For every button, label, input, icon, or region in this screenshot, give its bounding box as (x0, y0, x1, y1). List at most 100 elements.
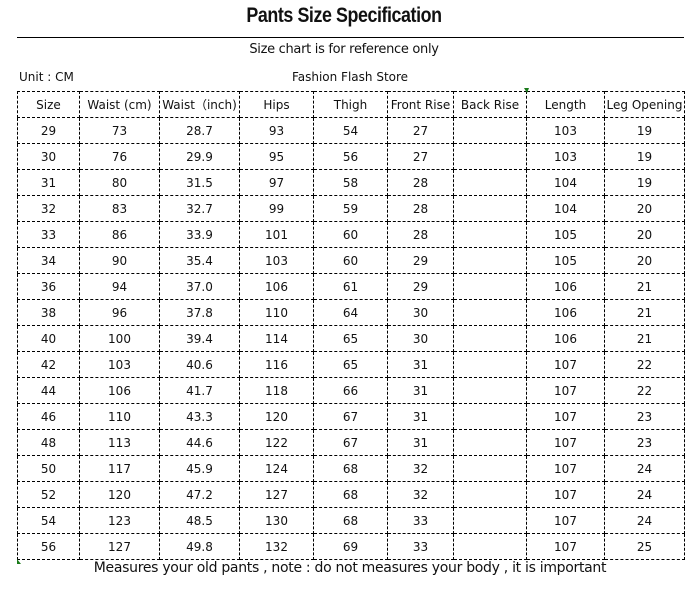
table-cell: 25 (604, 533, 685, 560)
table-cell: 36 (17, 273, 80, 300)
table-cell: 132 (239, 533, 314, 560)
table-cell (453, 117, 527, 144)
table-cell (453, 273, 527, 300)
table-cell (453, 351, 527, 378)
table-row: 36 94 37.0 106 61 29 106 21 (17, 273, 685, 300)
table-cell: 120 (79, 481, 160, 508)
table-cell: 28 (387, 195, 454, 222)
table-cell: 24 (604, 507, 685, 534)
table-cell: 107 (526, 377, 605, 404)
table-cell: 64 (313, 299, 388, 326)
table-cell: 95 (239, 143, 314, 170)
table-cell: 69 (313, 533, 388, 560)
table-row: 56 127 49.8 132 69 33 107 25 (17, 533, 685, 560)
table-cell: 65 (313, 351, 388, 378)
table-cell: 20 (604, 195, 685, 222)
table-cell: 32 (387, 455, 454, 482)
table-cell: 33.9 (159, 221, 240, 248)
table-cell: 31 (387, 377, 454, 404)
table-cell: 83 (79, 195, 160, 222)
table-cell: 52 (17, 481, 80, 508)
page-title: Pants Size Specification (246, 4, 442, 27)
table-row: 38 96 37.8 110 64 30 106 21 (17, 299, 685, 326)
table-cell: 110 (79, 403, 160, 430)
table-cell: 107 (526, 507, 605, 534)
table-cell: 21 (604, 325, 685, 352)
table-cell: 124 (239, 455, 314, 482)
table-cell: 101 (239, 221, 314, 248)
table-cell (453, 299, 527, 326)
table-cell: 33 (17, 221, 80, 248)
column-header: Size (17, 91, 80, 118)
table-cell: 44.6 (159, 429, 240, 456)
table-cell: 32 (17, 195, 80, 222)
table-cell: 103 (526, 143, 605, 170)
table-cell: 56 (313, 143, 388, 170)
table-cell: 40.6 (159, 351, 240, 378)
table-cell: 106 (526, 299, 605, 326)
table-row: 32 83 32.7 99 59 28 104 20 (17, 195, 685, 222)
table-cell: 105 (526, 247, 605, 274)
table-cell (453, 533, 527, 560)
table-cell: 104 (526, 169, 605, 196)
table-cell (453, 507, 527, 534)
table-cell: 39.4 (159, 325, 240, 352)
table-cell: 120 (239, 403, 314, 430)
table-cell (453, 195, 527, 222)
column-header: Back Rise (453, 91, 527, 118)
table-cell: 29 (387, 273, 454, 300)
table-cell: 86 (79, 221, 160, 248)
table-cell: 106 (79, 377, 160, 404)
table-cell: 130 (239, 507, 314, 534)
table-cell: 31 (387, 429, 454, 456)
table-row: 46 110 43.3 120 67 31 107 23 (17, 403, 685, 430)
table-cell: 118 (239, 377, 314, 404)
table-row: 30 76 29.9 95 56 27 103 19 (17, 143, 685, 170)
table-cell: 21 (604, 299, 685, 326)
table-cell: 27 (387, 117, 454, 144)
table-cell: 22 (604, 351, 685, 378)
table-cell: 103 (79, 351, 160, 378)
table-row: 50 117 45.9 124 68 32 107 24 (17, 455, 685, 482)
table-cell: 61 (313, 273, 388, 300)
table-row: 31 80 31.5 97 58 28 104 19 (17, 169, 685, 196)
table-cell: 43.3 (159, 403, 240, 430)
table-cell: 93 (239, 117, 314, 144)
table-cell (453, 481, 527, 508)
table-cell (453, 377, 527, 404)
table-cell: 59 (313, 195, 388, 222)
table-cell: 106 (526, 273, 605, 300)
table-cell: 65 (313, 325, 388, 352)
table-row: 29 73 28.7 93 54 27 103 19 (17, 117, 685, 144)
table-cell: 48 (17, 429, 80, 456)
table-cell: 35.4 (159, 247, 240, 274)
table-row: 52 120 47.2 127 68 32 107 24 (17, 481, 685, 508)
table-cell: 21 (604, 273, 685, 300)
table-cell: 19 (604, 169, 685, 196)
table-cell: 41.7 (159, 377, 240, 404)
table-cell: 30 (387, 299, 454, 326)
table-cell: 94 (79, 273, 160, 300)
table-cell: 107 (526, 533, 605, 560)
column-header: Leg Opening (604, 91, 685, 118)
table-cell: 106 (239, 273, 314, 300)
table-cell: 47.2 (159, 481, 240, 508)
table-cell (453, 429, 527, 456)
table-cell: 19 (604, 117, 685, 144)
table-cell: 29 (387, 247, 454, 274)
table-cell: 114 (239, 325, 314, 352)
table-cell: 19 (604, 143, 685, 170)
table-cell: 106 (526, 325, 605, 352)
table-cell: 31 (17, 169, 80, 196)
table-cell: 37.0 (159, 273, 240, 300)
table-cell: 60 (313, 247, 388, 274)
table-cell: 76 (79, 143, 160, 170)
table-cell: 44 (17, 377, 80, 404)
table-cell: 20 (604, 221, 685, 248)
table-cell: 32 (387, 481, 454, 508)
footer-note: Measures your old pants , note : do not … (93, 560, 607, 576)
table-cell: 48.5 (159, 507, 240, 534)
table-row: 42 103 40.6 116 65 31 107 22 (17, 351, 685, 378)
table-cell: 27 (387, 143, 454, 170)
table-cell (453, 403, 527, 430)
